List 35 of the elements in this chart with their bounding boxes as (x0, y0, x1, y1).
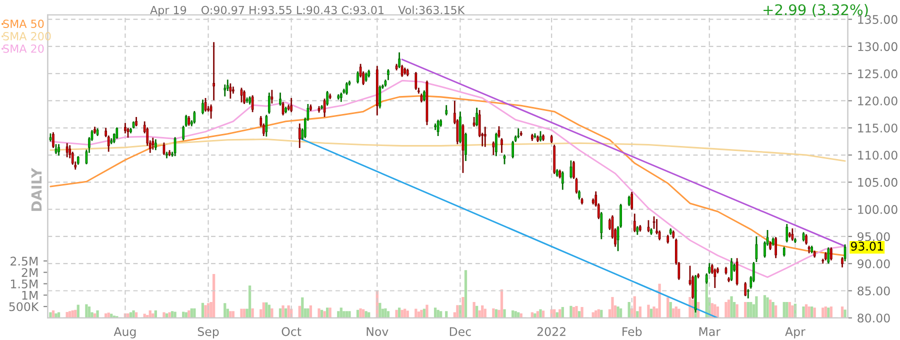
x-tick-label: Sep (198, 327, 219, 338)
y-tick-label: 85.00 (858, 286, 890, 296)
y2-tick-label: 1M (22, 291, 38, 300)
x-tick-label: 2022 (537, 327, 566, 336)
y-tick-label: 125.00 (858, 69, 898, 78)
text: DAILY (31, 168, 42, 211)
y2-tick-label: 2M (22, 268, 38, 277)
annotation: +2.99 (3.32%) (764, 4, 868, 17)
x-tick-label: Oct (282, 327, 302, 336)
text: Vol:363.15K (398, 6, 465, 14)
x-tick-label: Feb (622, 326, 642, 336)
annotation: Apr 19 (150, 6, 186, 16)
x-tick-label: Dec (450, 327, 471, 336)
x-tick-label: Mar (699, 327, 721, 336)
text: O:90.97 H:93.55 L:90.43 C:93.01 (202, 6, 384, 14)
y-tick-label: 110.00 (858, 150, 898, 160)
y2-tick-label: 1.5M (11, 280, 38, 288)
y-tick-label: 130.00 (858, 42, 898, 52)
legend-label: SMA 200 (3, 32, 51, 40)
y2-tick-label: 500K (9, 302, 39, 312)
y2-tick-label: 2.5M (10, 256, 38, 266)
y-tick-label: 90.00 (858, 259, 890, 268)
y-tick-label: 120.00 (858, 96, 898, 106)
x-tick-label: Apr (785, 327, 806, 338)
legend-label: SMA 50 (3, 20, 44, 28)
y-tick-label: 80.00 (858, 314, 890, 323)
annotation: 93.01 (850, 242, 883, 251)
legend-label: SMA 20 (3, 44, 44, 53)
x-tick-label: Nov (366, 327, 388, 336)
y-tick-label: 105.00 (858, 178, 898, 187)
y-tick-label: 100.00 (858, 205, 898, 214)
y-tick-label: 135.00 (858, 15, 898, 24)
y-tick-label: 115.00 (858, 124, 898, 133)
y-tick-label: 95.00 (858, 232, 890, 242)
x-tick-label: Aug (114, 327, 136, 338)
